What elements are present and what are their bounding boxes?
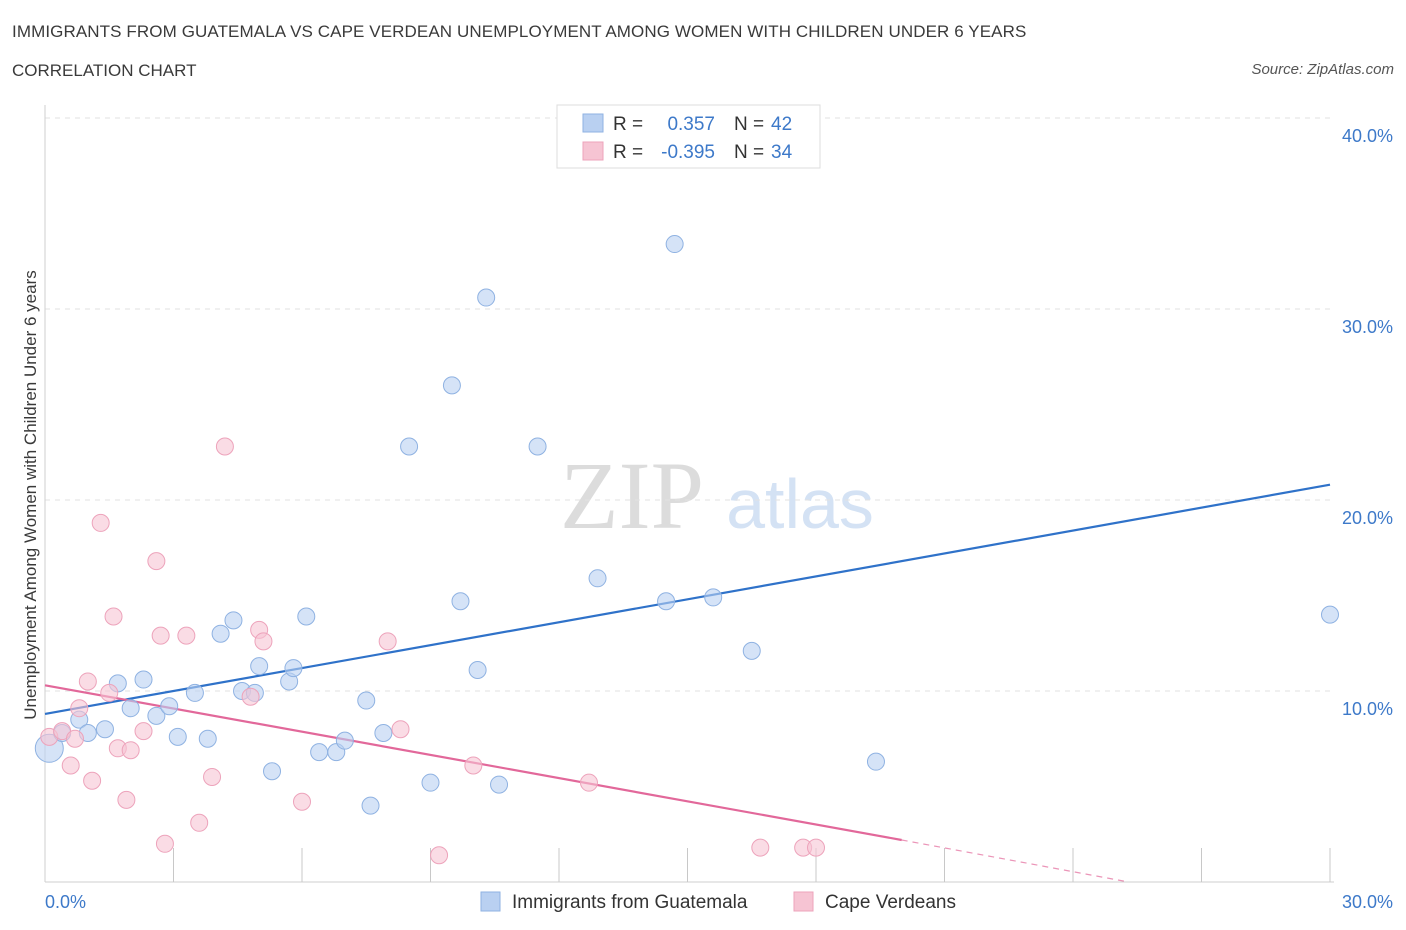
point-guatemala xyxy=(421,773,440,792)
point-capeverde xyxy=(391,720,410,739)
x-tick-label-min: 0.0% xyxy=(45,892,86,912)
point-guatemala xyxy=(168,727,187,746)
point-guatemala xyxy=(468,660,487,679)
point-guatemala xyxy=(95,720,114,739)
x-tick-label-max: 30.0% xyxy=(1342,892,1393,912)
point-guatemala xyxy=(374,724,393,743)
point-guatemala xyxy=(490,775,509,794)
grid-lines xyxy=(45,117,1330,692)
legend-n-value-guatemala: 42 xyxy=(771,114,792,135)
point-capeverde xyxy=(807,838,825,857)
trend-line-guatemala xyxy=(44,483,1331,716)
point-guatemala xyxy=(147,706,166,725)
point-capeverde xyxy=(121,741,140,760)
point-guatemala xyxy=(297,607,316,626)
point-guatemala xyxy=(284,659,303,678)
trend-line-capeverde-extension xyxy=(901,839,1129,883)
point-capeverde xyxy=(378,632,397,651)
watermark-zip: ZIP xyxy=(560,442,704,549)
legend-r-value-guatemala: 0.357 xyxy=(667,114,715,135)
bottom-legend-swatch-guatemala xyxy=(480,891,501,912)
point-guatemala xyxy=(134,670,153,689)
point-capeverde xyxy=(241,687,260,706)
point-guatemala xyxy=(400,437,419,456)
y-axis-title: Unemployment Among Women with Children U… xyxy=(21,270,40,719)
point-guatemala xyxy=(477,288,496,307)
point-capeverde xyxy=(177,626,196,645)
y-tick-labels: 10.0% 20.0% 30.0% 40.0% xyxy=(1342,126,1393,719)
point-capeverde xyxy=(293,792,311,811)
y-tick-label: 40.0% xyxy=(1342,126,1393,146)
bottom-legend-label-guatemala: Immigrants from Guatemala xyxy=(512,892,748,913)
legend-r-label-capeverde: R = xyxy=(613,142,643,163)
point-guatemala xyxy=(185,683,204,702)
point-capeverde xyxy=(203,767,222,786)
point-guatemala xyxy=(310,743,329,762)
point-capeverde xyxy=(155,834,174,853)
point-guatemala xyxy=(451,592,470,611)
point-capeverde xyxy=(190,813,209,832)
watermark-atlas: atlas xyxy=(726,465,874,543)
point-capeverde xyxy=(751,838,770,857)
point-capeverde xyxy=(100,683,119,702)
point-guatemala xyxy=(211,624,230,643)
point-guatemala xyxy=(588,569,607,588)
bottom-legend-label-capeverde: Cape Verdeans xyxy=(825,892,956,913)
legend-swatch-guatemala xyxy=(582,113,604,133)
point-capeverde xyxy=(83,771,102,790)
point-capeverde xyxy=(61,756,80,775)
point-capeverde xyxy=(464,756,483,775)
point-capeverde xyxy=(579,773,598,792)
point-capeverde xyxy=(254,632,273,651)
y-tick-label: 30.0% xyxy=(1342,317,1393,337)
point-capeverde xyxy=(151,626,170,645)
point-guatemala xyxy=(263,762,282,781)
legend-n-label-guatemala: N = xyxy=(734,114,764,135)
point-guatemala xyxy=(160,697,179,716)
source-label: Source: ZipAtlas.com xyxy=(1251,61,1394,78)
bottom-legend: Immigrants from Guatemala Cape Verdeans xyxy=(480,891,956,913)
point-guatemala xyxy=(198,729,217,748)
point-guatemala xyxy=(1321,605,1339,624)
y-tick-label: 20.0% xyxy=(1342,508,1393,528)
point-guatemala xyxy=(665,235,684,254)
point-guatemala xyxy=(357,691,376,710)
legend-r-label-guatemala: R = xyxy=(613,114,643,135)
point-capeverde xyxy=(147,552,166,571)
bottom-legend-swatch-capeverde xyxy=(793,891,814,912)
legend-swatch-capeverde xyxy=(582,141,604,161)
point-guatemala xyxy=(442,376,461,395)
point-guatemala xyxy=(224,611,243,630)
point-guatemala xyxy=(250,657,269,676)
chart-title: IMMIGRANTS FROM GUATEMALA VS CAPE VERDEA… xyxy=(12,22,1027,41)
legend-n-value-capeverde: 34 xyxy=(771,142,793,163)
point-capeverde xyxy=(70,699,89,718)
point-guatemala xyxy=(335,731,354,750)
point-capeverde xyxy=(104,607,123,626)
point-capeverde xyxy=(134,722,153,741)
point-guatemala xyxy=(704,588,723,607)
point-guatemala xyxy=(121,699,140,718)
point-guatemala xyxy=(866,752,885,771)
y-tick-label: 10.0% xyxy=(1342,699,1393,719)
legend-n-label-capeverde: N = xyxy=(734,142,764,163)
point-capeverde xyxy=(65,729,84,748)
point-guatemala xyxy=(528,437,547,456)
point-capeverde xyxy=(78,672,97,691)
point-guatemala xyxy=(657,592,676,611)
point-capeverde xyxy=(430,846,449,865)
point-capeverde xyxy=(215,437,234,456)
point-guatemala xyxy=(742,641,761,660)
point-guatemala xyxy=(361,796,380,815)
chart-subtitle: CORRELATION CHART xyxy=(12,61,197,80)
legend-r-value-capeverde: -0.395 xyxy=(661,142,715,163)
top-legend: R = 0.357 N = 42 R = -0.395 N = 34 xyxy=(556,104,821,169)
point-capeverde xyxy=(117,790,136,809)
point-capeverde xyxy=(91,513,110,532)
data-points xyxy=(34,235,1339,865)
